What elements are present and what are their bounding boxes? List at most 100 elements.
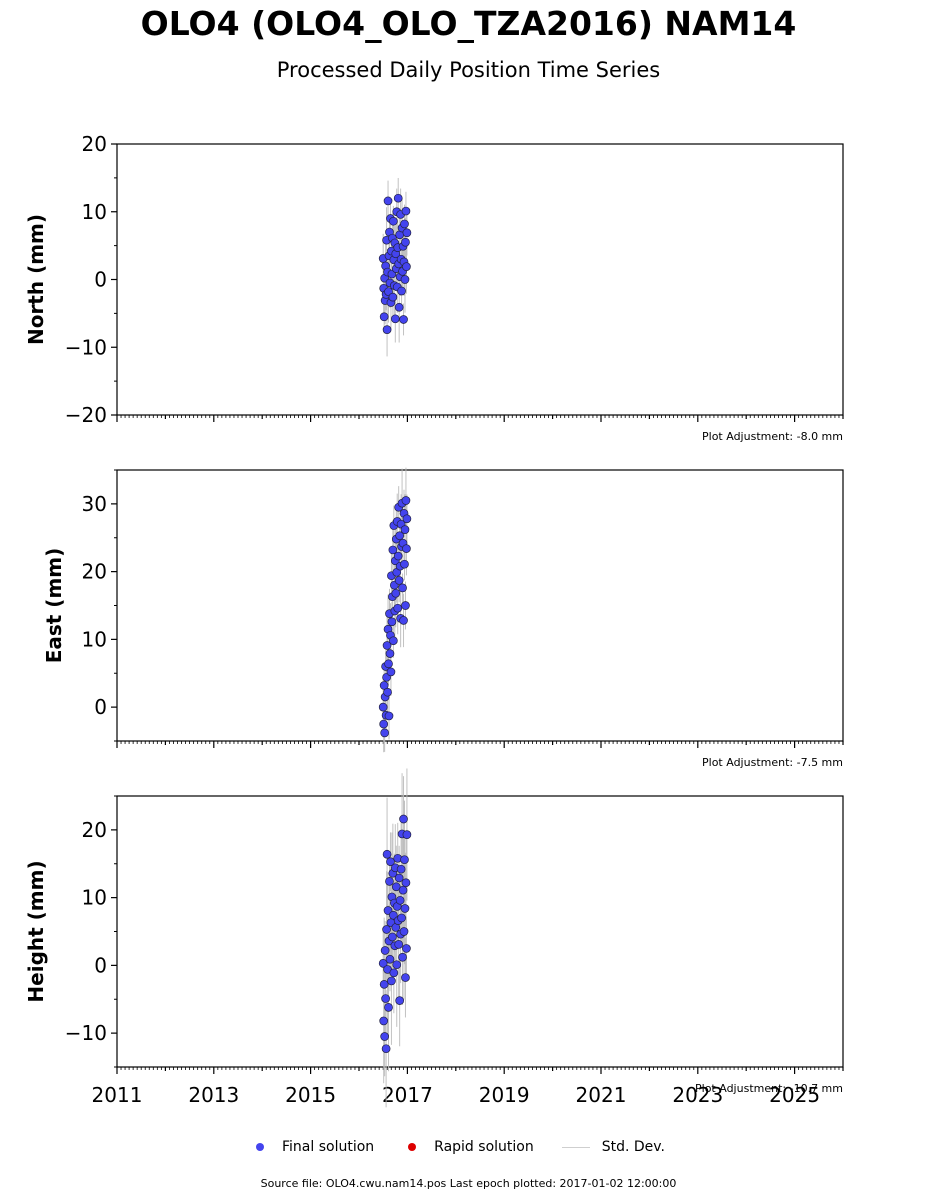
height-data-point xyxy=(394,940,404,949)
east-plot-adjustment: Plot Adjustment: -7.5 mm xyxy=(702,756,843,769)
height-data-point xyxy=(389,968,399,978)
east-data-point xyxy=(388,545,398,555)
north-data-point xyxy=(402,228,412,238)
height-data-point xyxy=(399,927,409,936)
east-data-point xyxy=(385,649,395,658)
height-data-point xyxy=(381,1044,391,1054)
east-ytick-label: 20 xyxy=(82,560,107,584)
legend-rapid-label: Rapid solution xyxy=(434,1139,534,1155)
north-data-point xyxy=(379,312,389,322)
north-data-point xyxy=(383,196,393,206)
east-data-point xyxy=(387,617,397,627)
east-data-point xyxy=(391,588,401,598)
legend-stddev: Std. Dev. xyxy=(561,1139,665,1155)
height-ylabel: Height (mm) xyxy=(24,860,48,1002)
height-data-point xyxy=(380,1032,390,1041)
xtick-label: 2021 xyxy=(576,1083,627,1107)
height-data-point xyxy=(400,904,410,913)
height-data-point xyxy=(397,913,406,923)
east-data-point xyxy=(382,641,392,650)
height-ytick-label: 20 xyxy=(82,818,107,842)
xtick-label: 2019 xyxy=(479,1083,530,1107)
north-data-point xyxy=(388,292,398,302)
height-data-point xyxy=(391,882,401,892)
xtick-label: 2013 xyxy=(188,1083,239,1107)
north-data-point xyxy=(389,216,398,226)
north-data-point xyxy=(400,219,409,229)
east-data-point xyxy=(395,531,405,541)
xtick-label: 2015 xyxy=(285,1083,336,1107)
east-data-point xyxy=(383,687,392,697)
north-data-point xyxy=(393,193,403,203)
north-plot-adjustment: Plot Adjustment: -8.0 mm xyxy=(702,430,843,443)
north-data-point xyxy=(402,262,411,271)
height-data-point xyxy=(394,873,404,883)
height-data-point xyxy=(398,885,408,895)
north-axes-frame xyxy=(116,143,844,416)
xtick-label: 2011 xyxy=(92,1083,143,1107)
legend-final-label: Final solution xyxy=(282,1139,375,1155)
height-data-point xyxy=(401,973,410,982)
north-data-point xyxy=(394,302,404,312)
east-data-point xyxy=(384,711,394,721)
east-ytick-label: 0 xyxy=(94,695,107,719)
height-data-point xyxy=(392,960,402,970)
north-data-point xyxy=(401,206,411,216)
east-ytick-label: 10 xyxy=(82,627,107,651)
east-ylabel: East (mm) xyxy=(42,548,66,664)
north-data-point xyxy=(382,325,392,334)
height-ytick-label: 0 xyxy=(94,953,107,977)
east-data-point xyxy=(401,496,411,505)
source-footer: Source file: OLO4.cwu.nam14.pos Last epo… xyxy=(260,1177,677,1190)
north-data-point xyxy=(390,314,400,324)
east-data-point xyxy=(400,559,409,569)
east-axes-frame xyxy=(116,469,844,742)
north-ytick-label: 10 xyxy=(82,200,107,224)
height-data-point xyxy=(401,878,411,888)
east-data-point xyxy=(393,603,403,613)
height-axes-frame xyxy=(116,795,844,1068)
height-data-point xyxy=(382,925,391,934)
east-ytick-label: 30 xyxy=(82,492,107,516)
height-data-point xyxy=(399,814,408,824)
height-data-point xyxy=(378,958,388,968)
east-data-point xyxy=(379,719,389,729)
legend-rapid: Rapid solution xyxy=(402,1139,534,1155)
east-data-point xyxy=(380,728,390,738)
height-data-point xyxy=(398,952,407,962)
east-data-point xyxy=(402,514,412,524)
north-data-point xyxy=(397,286,406,296)
east-data-point xyxy=(398,583,407,593)
height-data-point xyxy=(388,932,397,942)
xtick-label: 2017 xyxy=(382,1083,433,1107)
height-data-point xyxy=(400,855,409,865)
east-data-point xyxy=(379,681,389,690)
height-data-point xyxy=(395,996,405,1005)
north-data-point xyxy=(401,237,410,247)
east-data-point xyxy=(384,659,393,669)
east-data-point xyxy=(401,601,410,610)
height-data-point xyxy=(402,944,411,953)
height-data-point xyxy=(380,946,390,955)
height-ytick-label: −10 xyxy=(65,1021,107,1045)
east-data-point xyxy=(393,551,403,561)
east-data-point xyxy=(386,667,396,677)
east-data-point xyxy=(378,702,388,712)
height-data-point xyxy=(379,1016,389,1026)
legend: Final solution Rapid solution Std. Dev. xyxy=(250,1137,693,1157)
height-data-point xyxy=(389,910,398,920)
height-data-point xyxy=(382,849,392,859)
north-ytick-label: −10 xyxy=(65,335,107,359)
height-data-point xyxy=(386,857,395,867)
legend-stddev-label: Std. Dev. xyxy=(601,1139,665,1155)
legend-final: Final solution xyxy=(250,1139,374,1155)
north-ytick-label: 20 xyxy=(82,132,107,156)
stddev-line-icon xyxy=(561,1146,590,1148)
east-data-point xyxy=(394,576,404,585)
height-data-point xyxy=(381,994,390,1003)
xtick-label: 2025 xyxy=(769,1083,820,1107)
north-ytick-label: −20 xyxy=(65,403,107,427)
north-data-point xyxy=(400,275,410,284)
east-data-point xyxy=(389,636,398,646)
